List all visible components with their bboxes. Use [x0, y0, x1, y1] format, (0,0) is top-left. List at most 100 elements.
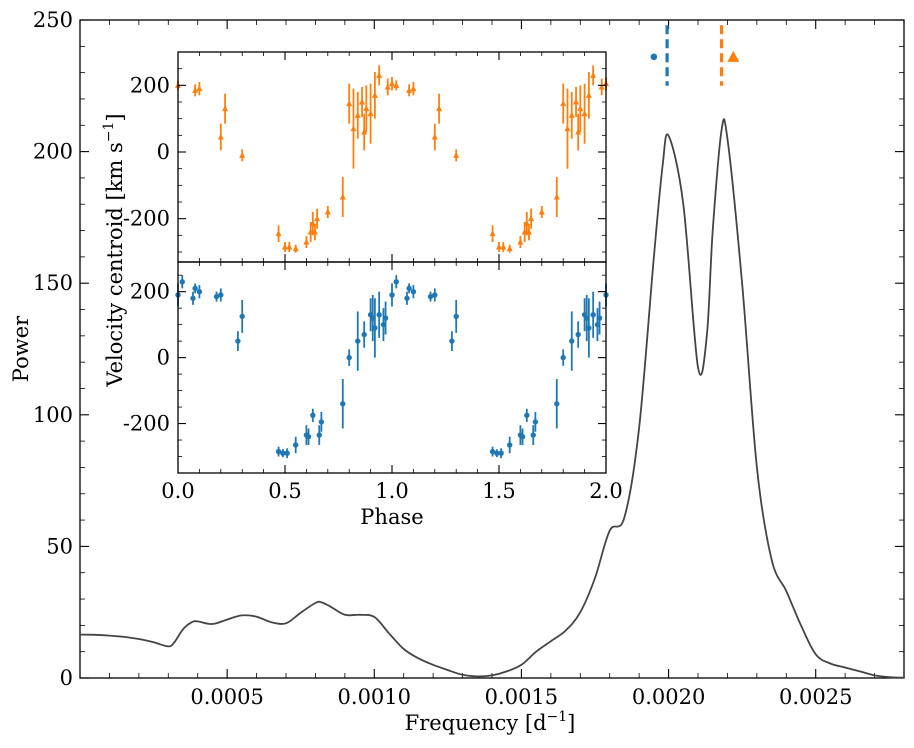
main-x-tick-label: 0.0005	[190, 685, 263, 709]
velocity-point	[581, 83, 588, 144]
circle-marker	[190, 295, 196, 301]
velocity-point	[371, 72, 378, 119]
velocity-point	[284, 448, 290, 459]
velocity-point	[192, 84, 199, 97]
circle-marker	[382, 315, 389, 321]
velocity-point	[528, 208, 535, 229]
triangle-marker	[568, 111, 575, 118]
triangle-marker	[410, 85, 417, 92]
velocity-point	[213, 291, 220, 302]
circle-marker	[586, 325, 592, 331]
triangle-marker	[324, 208, 331, 215]
velocity-point	[361, 321, 367, 348]
circle-marker	[239, 313, 245, 320]
circle-marker	[404, 295, 410, 301]
velocity-point	[393, 80, 400, 91]
velocity-point	[453, 299, 459, 333]
velocity-point	[196, 285, 203, 299]
circle-marker	[554, 401, 560, 407]
circle-marker	[393, 279, 399, 285]
main-y-axis-label: Power	[9, 315, 33, 382]
velocity-point	[432, 288, 438, 302]
velocity-point	[596, 301, 603, 335]
triangle-marker	[598, 83, 605, 90]
triangle-marker	[517, 238, 524, 245]
main-x-tick-label: 0.0020	[632, 685, 705, 709]
circle-marker	[524, 412, 530, 419]
triangle-marker	[196, 85, 203, 92]
velocity-point	[354, 92, 361, 139]
circle-marker	[453, 313, 459, 320]
velocity-point	[560, 83, 567, 124]
triangle-marker	[367, 110, 374, 117]
circle-marker	[560, 354, 566, 361]
main-y-tick-label: 100	[33, 403, 73, 427]
main-x-tick-label: 0.0025	[779, 685, 852, 709]
velocity-point	[393, 275, 399, 289]
triangle-marker	[500, 243, 507, 250]
velocity-point	[286, 242, 293, 252]
velocity-point	[410, 285, 417, 299]
circle-marker	[376, 312, 382, 318]
circle-marker	[275, 448, 282, 455]
velocity-point	[293, 436, 299, 454]
velocity-point	[324, 206, 331, 218]
triangle-marker	[292, 245, 299, 252]
velocity-point	[239, 299, 245, 333]
triangle-marker	[282, 243, 288, 250]
triangle-marker	[192, 86, 199, 93]
main-y-tick-label: 50	[46, 534, 73, 558]
velocity-point	[367, 83, 374, 144]
circle-marker	[596, 315, 603, 321]
velocity-point	[598, 78, 605, 96]
velocity-point	[359, 87, 366, 117]
inset-x-axis-label: Phase	[360, 505, 423, 529]
circle-marker	[498, 450, 504, 456]
triangle-marker	[376, 71, 383, 78]
circle-marker	[530, 432, 536, 438]
velocity-point	[585, 72, 592, 119]
velocity-point	[280, 449, 286, 458]
velocity-point	[340, 379, 346, 429]
velocity-point	[436, 93, 443, 124]
velocity-point	[355, 311, 361, 371]
circle-marker	[316, 432, 322, 438]
triangle-marker	[361, 128, 368, 135]
triangle-marker	[581, 110, 588, 117]
circle-symbol-marker	[650, 53, 658, 61]
circle-marker	[519, 434, 526, 440]
velocity-point	[196, 82, 203, 96]
velocity-point	[453, 149, 460, 162]
velocity-point	[431, 123, 438, 151]
triangle-marker	[363, 105, 370, 112]
inset-x-tick-label: 0.5	[268, 479, 301, 503]
triangle-marker	[590, 71, 597, 78]
velocity-point	[363, 85, 370, 132]
triangle-marker	[525, 228, 532, 235]
triangle-marker	[585, 91, 592, 98]
velocity-point	[525, 223, 532, 241]
velocity-point	[350, 88, 357, 169]
velocity-point	[406, 283, 412, 294]
main-y-tick-label: 200	[33, 140, 73, 164]
main-x-tick-label: 0.0010	[338, 685, 411, 709]
main-x-tick-label: 0.0015	[485, 685, 558, 709]
velocity-point	[311, 223, 318, 241]
circle-marker	[494, 450, 500, 456]
velocity-point	[384, 78, 391, 96]
circle-marker	[340, 401, 346, 407]
velocity-point	[404, 291, 410, 305]
circle-marker	[355, 338, 361, 344]
circle-marker	[280, 450, 286, 456]
velocity-point	[192, 283, 198, 294]
triangle-marker	[538, 208, 545, 215]
triangle-marker	[528, 215, 535, 222]
velocity-point	[519, 428, 526, 445]
velocity-point	[568, 92, 575, 139]
inset-y-tick-label: -200	[123, 207, 170, 231]
velocity-point	[590, 65, 597, 86]
velocity-point	[577, 85, 584, 132]
circle-marker	[507, 442, 513, 448]
circle-marker	[284, 450, 290, 456]
velocity-point	[318, 412, 325, 432]
